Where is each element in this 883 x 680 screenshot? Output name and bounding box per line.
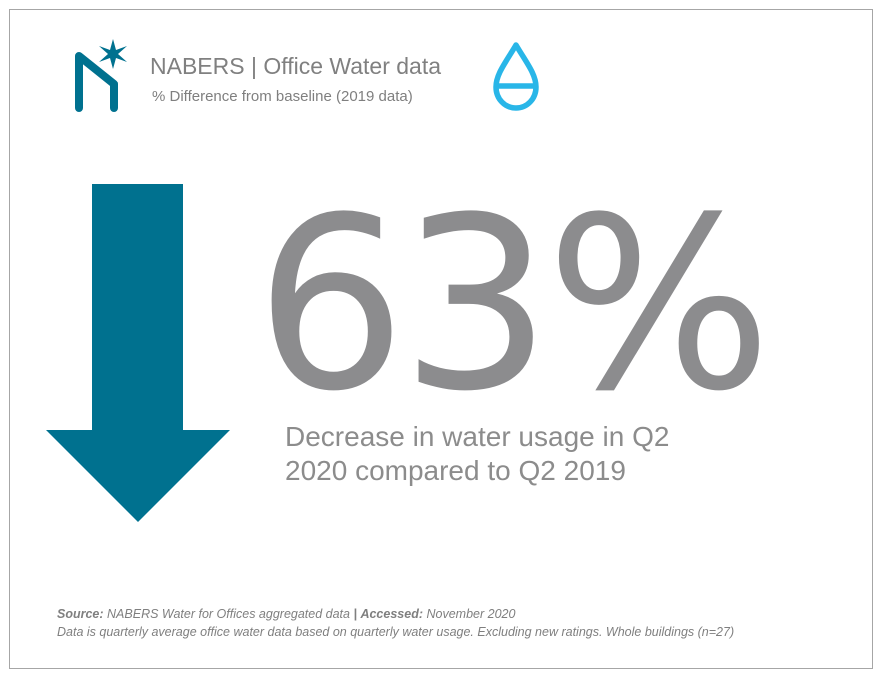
- source-separator: |: [353, 607, 357, 621]
- down-arrow-icon: [46, 184, 230, 522]
- stat-value: 63%: [255, 167, 772, 444]
- accessed-text: November 2020: [426, 607, 516, 621]
- accessed-label: Accessed:: [360, 607, 423, 621]
- nabers-logo-icon: [75, 39, 127, 112]
- data-note: Data is quarterly average office water d…: [57, 625, 735, 639]
- source-label: Source:: [57, 607, 104, 621]
- water-drop-icon: [493, 42, 539, 111]
- page-title: NABERS | Office Water data: [150, 53, 442, 79]
- source-line: Source: NABERS Water for Offices aggrega…: [57, 606, 515, 622]
- stat-caption: Decrease in water usage in Q2 2020 compa…: [285, 421, 670, 486]
- page-subtitle: % Difference from baseline (2019 data): [152, 88, 413, 105]
- source-text: NABERS Water for Offices aggregated data: [107, 607, 350, 621]
